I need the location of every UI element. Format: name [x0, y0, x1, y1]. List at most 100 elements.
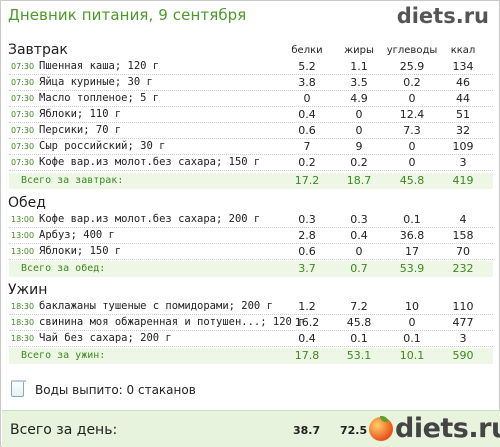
food-kcal: 477 [452, 316, 474, 329]
col-header-carbs: углеводы [386, 45, 438, 56]
col-header-fat: жиры [344, 45, 374, 56]
total-fat: 53.1 [346, 349, 372, 362]
food-row[interactable]: 07:30 Яйца куриные; 30 г 3.8 3.5 0.2 46 [9, 75, 493, 91]
food-kcal: 4 [459, 213, 467, 226]
food-time: 07:30 [11, 158, 35, 167]
total-protein: 17.8 [294, 349, 320, 362]
day-total: Всего за день: 38.7 72.5 [2, 410, 500, 447]
food-time: 07:30 [11, 78, 35, 87]
food-carbs: 0 [408, 140, 416, 153]
food-protein: 7 [303, 140, 311, 153]
total-carbs: 45.8 [399, 174, 425, 187]
food-name: баклажаны тушеные с помидорами; 200 г [39, 300, 273, 312]
food-name: Персики; 70 г [39, 124, 122, 136]
food-name: Яйца куриные; 30 г [39, 76, 153, 88]
food-carbs: 25.9 [399, 60, 425, 73]
food-name: Арбуз; 400 г [39, 229, 115, 241]
total-protein: 3.7 [298, 262, 316, 275]
food-protein: 0.2 [298, 156, 316, 169]
food-fat: 0 [355, 108, 363, 121]
page-title: Дневник питания, 9 сентября [8, 6, 247, 24]
food-name: Масло топленое; 5 г [39, 92, 160, 104]
section-title-dinner: Ужин [8, 282, 48, 298]
food-kcal: 109 [452, 140, 474, 153]
col-header-kcal: ккал [450, 45, 476, 56]
food-kcal: 32 [456, 124, 470, 137]
food-row[interactable]: 13:00 Яблоки; 150 г 0.6 0 17 70 [9, 244, 493, 260]
food-kcal: 110 [452, 300, 474, 313]
food-protein: 3.8 [298, 76, 316, 89]
food-row[interactable]: 07:30 Масло топленое; 5 г 0 4.9 0 44 [9, 91, 493, 107]
food-kcal: 134 [452, 60, 474, 73]
footer-logo-text: diets.ru [395, 413, 500, 444]
food-fat: 0.2 [350, 156, 368, 169]
food-protein: 0.6 [298, 124, 316, 137]
food-time: 13:00 [11, 231, 35, 240]
food-name: Кофе вар.из молот.без сахара; 150 г [39, 156, 261, 168]
food-row[interactable]: 07:30 Сыр российский; 30 г 7 9 0 109 [9, 139, 493, 155]
food-carbs: 0 [408, 156, 416, 169]
food-time: 18:30 [11, 318, 35, 327]
food-protein: 2.8 [298, 229, 316, 242]
food-fat: 0.4 [350, 229, 368, 242]
site-logo[interactable]: diets.ru [396, 4, 489, 28]
glass-icon [11, 380, 26, 397]
food-row[interactable]: 07:30 Яблоки; 110 г 0.4 0 12.4 51 [9, 107, 493, 123]
total-kcal: 419 [452, 174, 474, 187]
total-protein: 17.2 [294, 174, 320, 187]
total-label: Всего за обед: [21, 263, 106, 274]
food-protein: 0.4 [298, 332, 316, 345]
food-carbs: 10 [405, 300, 419, 313]
food-row[interactable]: 18:30 свинина моя обжаренная и потушен..… [9, 315, 493, 331]
food-carbs: 17 [405, 245, 419, 258]
food-row[interactable]: 07:30 Персики; 70 г 0.6 0 7.3 32 [9, 123, 493, 139]
food-row[interactable]: 07:30 Кофе вар.из молот.без сахара; 150 … [9, 155, 493, 171]
food-row[interactable]: 07:30 Пшенная каша; 120 г 5.2 1.1 25.9 1… [9, 59, 493, 75]
food-fat: 0.1 [350, 332, 368, 345]
food-time: 07:30 [11, 126, 35, 135]
food-name: Яблоки; 110 г [39, 108, 122, 120]
total-carbs: 10.1 [399, 349, 425, 362]
food-fat: 0.3 [350, 213, 368, 226]
food-kcal: 51 [456, 108, 470, 121]
food-time: 13:00 [11, 215, 35, 224]
total-fat: 0.7 [350, 262, 368, 275]
total-carbs: 53.9 [399, 262, 425, 275]
food-fat: 0 [355, 124, 363, 137]
day-total-label: Всего за день: [10, 422, 118, 438]
food-row[interactable]: 13:00 Арбуз; 400 г 2.8 0.4 36.8 158 [9, 228, 493, 244]
food-row[interactable]: 13:00 Кофе вар.из молот.без сахара; 200 … [9, 212, 493, 228]
food-carbs: 0 [408, 92, 416, 105]
total-label: Всего за завтрак: [21, 175, 124, 186]
day-total-fat: 72.5 [340, 424, 368, 437]
food-kcal: 3 [459, 332, 467, 345]
food-fat: 1.1 [350, 60, 368, 73]
col-header-protein: белки [291, 45, 323, 56]
food-carbs: 0.2 [403, 76, 421, 89]
header: Дневник питания, 9 сентября diets.ru [1, 1, 499, 31]
food-kcal: 46 [456, 76, 470, 89]
food-row[interactable]: 18:30 Чай без сахара; 200 г 0.4 0.1 0.1 … [9, 331, 493, 347]
section-title-lunch: Обед [8, 195, 46, 211]
food-time: 18:30 [11, 334, 35, 343]
food-carbs: 0 [408, 316, 416, 329]
footer-logo[interactable]: diets.ru [369, 413, 500, 445]
food-protein: 0 [303, 92, 311, 105]
day-total-protein: 38.7 [293, 424, 321, 437]
food-fat: 45.8 [346, 316, 372, 329]
food-time: 07:30 [11, 62, 35, 71]
food-name: свинина моя обжаренная и потушен...; 120… [39, 316, 305, 328]
food-fat: 0 [355, 245, 363, 258]
section-total-breakfast: Всего за завтрак: 17.2 18.7 45.8 419 [9, 173, 493, 189]
food-fat: 9 [355, 140, 363, 153]
food-protein: 5.2 [298, 60, 316, 73]
total-fat: 18.7 [346, 174, 372, 187]
food-name: Яблоки; 150 г [39, 245, 122, 257]
food-fat: 3.5 [350, 76, 368, 89]
food-kcal: 158 [452, 229, 474, 242]
food-carbs: 0.1 [403, 332, 421, 345]
food-row[interactable]: 18:30 баклажаны тушеные с помидорами; 20… [9, 299, 493, 315]
food-carbs: 7.3 [403, 124, 421, 137]
food-protein: 0.4 [298, 108, 316, 121]
